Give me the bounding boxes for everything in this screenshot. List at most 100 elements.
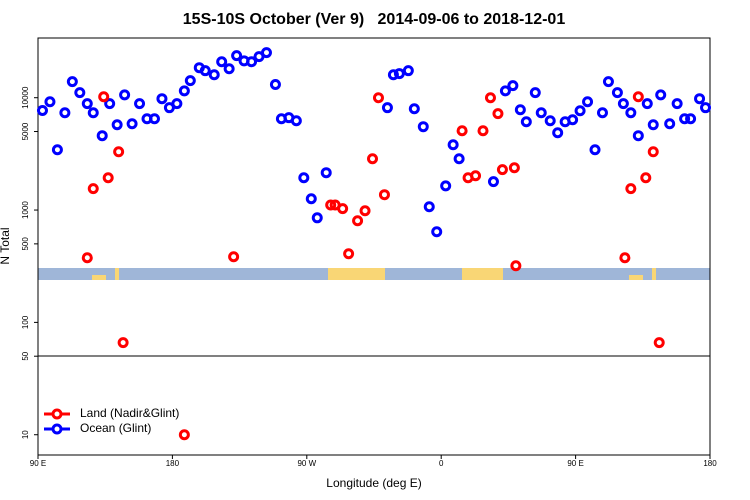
point xyxy=(134,98,146,110)
y-tick-label: 50 xyxy=(21,351,30,360)
point xyxy=(632,91,644,103)
point xyxy=(499,85,511,97)
land-patch xyxy=(115,268,119,280)
point xyxy=(74,87,86,99)
y-axis-label: N Total xyxy=(0,227,12,264)
legend-label: Ocean (Glint) xyxy=(80,421,151,435)
point xyxy=(343,248,355,260)
point xyxy=(640,172,652,184)
point xyxy=(632,130,644,142)
point xyxy=(694,93,706,105)
map-strip xyxy=(38,268,710,280)
point xyxy=(423,201,435,213)
point xyxy=(372,92,384,104)
x-tick-label: 90 E xyxy=(567,459,583,468)
point xyxy=(184,75,196,87)
land-patch xyxy=(652,268,656,280)
y-tick-label: 100 xyxy=(21,315,30,329)
point xyxy=(647,119,659,131)
point xyxy=(647,146,659,158)
x-tick-label: 0 xyxy=(439,459,444,468)
point xyxy=(653,337,665,349)
point xyxy=(393,68,405,80)
point xyxy=(655,89,667,101)
point xyxy=(246,56,258,68)
point xyxy=(269,79,281,91)
land-patch xyxy=(92,275,106,280)
x-tick-label: 180 xyxy=(703,459,717,468)
point xyxy=(589,144,601,156)
point xyxy=(359,205,371,217)
point xyxy=(156,93,168,105)
point xyxy=(117,337,129,349)
x-tick-label: 90 W xyxy=(297,459,316,468)
point xyxy=(625,107,637,119)
point xyxy=(305,193,317,205)
point xyxy=(535,107,547,119)
point xyxy=(104,98,116,110)
point xyxy=(484,92,496,104)
point xyxy=(529,87,541,99)
point xyxy=(611,87,623,99)
legend-marker xyxy=(51,408,63,420)
point xyxy=(231,50,243,62)
point xyxy=(87,107,99,119)
point xyxy=(679,113,691,125)
chart-title: 15S-10S October (Ver 9) 2014-09-06 to 20… xyxy=(183,11,566,28)
land-patch xyxy=(629,275,643,280)
point xyxy=(408,103,420,115)
point xyxy=(470,170,482,182)
point xyxy=(98,91,110,103)
point xyxy=(44,96,56,108)
point xyxy=(574,105,586,117)
point xyxy=(367,153,379,165)
point xyxy=(664,118,676,130)
point xyxy=(148,113,160,125)
point xyxy=(228,251,240,263)
point xyxy=(381,102,393,114)
y-tick-label: 10 xyxy=(21,430,30,439)
point xyxy=(514,104,526,116)
point xyxy=(456,125,468,137)
point xyxy=(617,98,629,110)
point xyxy=(685,113,697,125)
point xyxy=(298,172,310,184)
point xyxy=(119,89,131,101)
point xyxy=(508,162,520,174)
point xyxy=(178,85,190,97)
point xyxy=(552,127,564,139)
point xyxy=(619,252,631,264)
point xyxy=(431,226,443,238)
point xyxy=(337,203,349,215)
point xyxy=(96,130,108,142)
point xyxy=(223,63,235,75)
point xyxy=(641,98,653,110)
point xyxy=(66,76,78,88)
point xyxy=(126,118,138,130)
point xyxy=(199,65,211,77)
y-tick-label: 5000 xyxy=(21,122,30,140)
legend-label: Land (Nadir&Glint) xyxy=(80,406,179,420)
point xyxy=(602,76,614,88)
x-tick-label: 180 xyxy=(166,459,180,468)
point xyxy=(171,98,183,110)
point xyxy=(520,116,532,128)
point xyxy=(87,183,99,195)
point xyxy=(216,56,228,68)
point xyxy=(402,65,414,77)
point xyxy=(700,102,712,114)
point xyxy=(510,260,522,272)
point xyxy=(111,119,123,131)
point xyxy=(378,189,390,201)
point xyxy=(447,139,459,151)
point xyxy=(81,98,93,110)
point xyxy=(596,107,608,119)
point xyxy=(113,146,125,158)
point xyxy=(325,199,337,211)
point xyxy=(492,108,504,120)
point xyxy=(81,252,93,264)
point xyxy=(311,212,323,224)
point xyxy=(671,98,683,110)
